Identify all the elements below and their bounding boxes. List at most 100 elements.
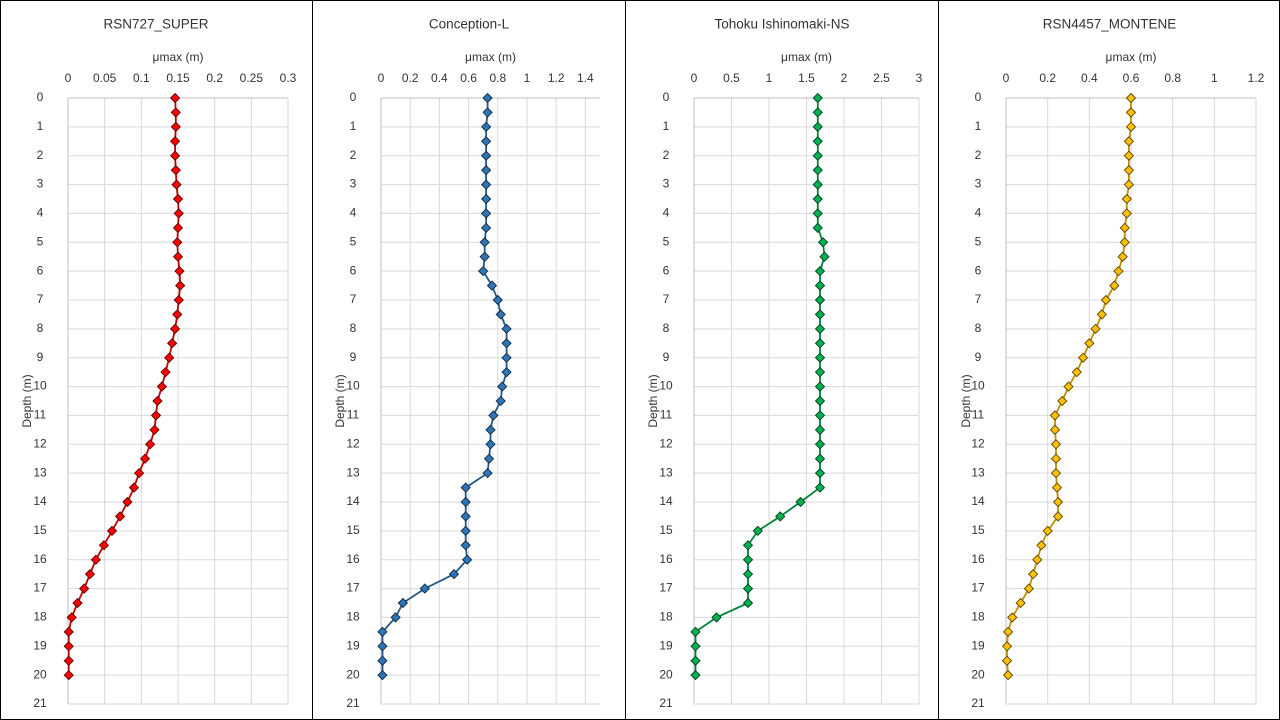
x-tick-label: 2 <box>841 71 848 85</box>
marker <box>170 121 181 132</box>
marker <box>812 92 823 104</box>
marker <box>1001 641 1013 652</box>
y-tick-label: 21 <box>33 696 47 710</box>
y-tick-label: 14 <box>971 494 985 508</box>
marker <box>170 107 181 118</box>
y-axis-title: Depth (m) <box>20 374 34 427</box>
marker <box>169 150 181 161</box>
marker <box>1050 468 1062 479</box>
marker <box>72 597 83 609</box>
marker <box>98 540 110 551</box>
x-tick-label: 0.4 <box>1081 71 1098 85</box>
y-tick-label: 15 <box>33 523 47 537</box>
x-tick-label: 1 <box>766 71 773 85</box>
marker <box>1121 193 1132 205</box>
y-tick-label: 17 <box>33 581 47 595</box>
y-tick-label: 12 <box>33 436 47 450</box>
x-axis-title: μmax (m) <box>1106 50 1157 64</box>
marker <box>690 626 701 637</box>
marker <box>1032 554 1043 565</box>
y-tick-label: 18 <box>659 610 673 624</box>
y-tick-label: 6 <box>350 263 357 277</box>
marker <box>1023 583 1035 594</box>
y-tick-label: 19 <box>971 638 985 652</box>
marker <box>84 569 96 580</box>
marker <box>814 367 826 378</box>
marker <box>812 136 823 147</box>
marker <box>122 496 133 508</box>
marker <box>173 294 184 306</box>
marker <box>160 367 171 378</box>
chart-title: Conception-L <box>429 17 510 32</box>
marker <box>377 655 388 666</box>
x-tick-label: 0 <box>65 71 72 85</box>
y-axis-title: Depth (m) <box>959 374 973 427</box>
y-tick-label: 7 <box>350 292 357 306</box>
marker <box>742 597 754 609</box>
marker <box>172 251 184 262</box>
y-tick-label: 0 <box>37 90 44 104</box>
x-axis-title: μmax (m) <box>153 50 204 64</box>
marker <box>480 165 492 176</box>
y-tick-label: 2 <box>350 148 357 162</box>
marker <box>492 294 503 306</box>
y-tick-label: 11 <box>660 408 673 422</box>
marker <box>742 569 754 580</box>
marker <box>485 424 496 435</box>
marker <box>480 222 492 233</box>
x-tick-label: 0 <box>691 71 698 85</box>
marker <box>1077 352 1089 363</box>
marker <box>460 511 471 522</box>
x-tick-label: 0 <box>1003 71 1010 85</box>
y-tick-label: 5 <box>663 234 670 248</box>
marker <box>460 540 471 551</box>
marker <box>152 395 163 407</box>
marker <box>1123 136 1135 147</box>
marker <box>483 453 495 464</box>
marker <box>172 237 183 248</box>
marker <box>742 554 754 565</box>
marker <box>1007 612 1018 623</box>
x-tick-label: 0.6 <box>460 71 477 85</box>
marker <box>462 554 473 565</box>
y-tick-label: 11 <box>347 408 360 422</box>
marker <box>814 424 826 435</box>
y-tick-label: 6 <box>975 263 982 277</box>
marker <box>106 525 118 536</box>
marker <box>501 367 512 378</box>
marker <box>485 439 496 450</box>
marker <box>1090 323 1101 334</box>
marker <box>501 352 512 363</box>
marker <box>63 626 74 637</box>
y-tick-label: 18 <box>346 610 360 624</box>
marker <box>486 280 498 291</box>
marker <box>482 107 493 118</box>
y-tick-label: 17 <box>346 581 360 595</box>
marker <box>814 266 826 277</box>
x-tick-label: 1.5 <box>798 71 815 85</box>
marker <box>1027 569 1039 580</box>
marker <box>175 280 186 291</box>
marker <box>814 468 826 479</box>
y-tick-label: 8 <box>663 321 670 335</box>
x-tick-label: 3 <box>916 71 923 85</box>
x-tick-label: 0.6 <box>1123 71 1140 85</box>
x-tick-label: 1.2 <box>1248 71 1265 85</box>
marker <box>482 92 493 104</box>
marker <box>377 670 388 681</box>
marker <box>173 208 184 219</box>
y-tick-label: 4 <box>37 206 44 220</box>
y-tick-label: 17 <box>659 581 673 595</box>
marker <box>814 395 826 407</box>
marker <box>814 453 826 464</box>
y-tick-label: 1 <box>350 119 357 133</box>
marker <box>711 612 722 623</box>
marker <box>1051 482 1063 493</box>
marker <box>1084 338 1095 349</box>
marker <box>480 121 492 132</box>
y-tick-label: 6 <box>37 263 44 277</box>
y-tick-label: 7 <box>37 292 44 306</box>
y-tick-label: 0 <box>975 90 982 104</box>
marker <box>501 338 512 349</box>
